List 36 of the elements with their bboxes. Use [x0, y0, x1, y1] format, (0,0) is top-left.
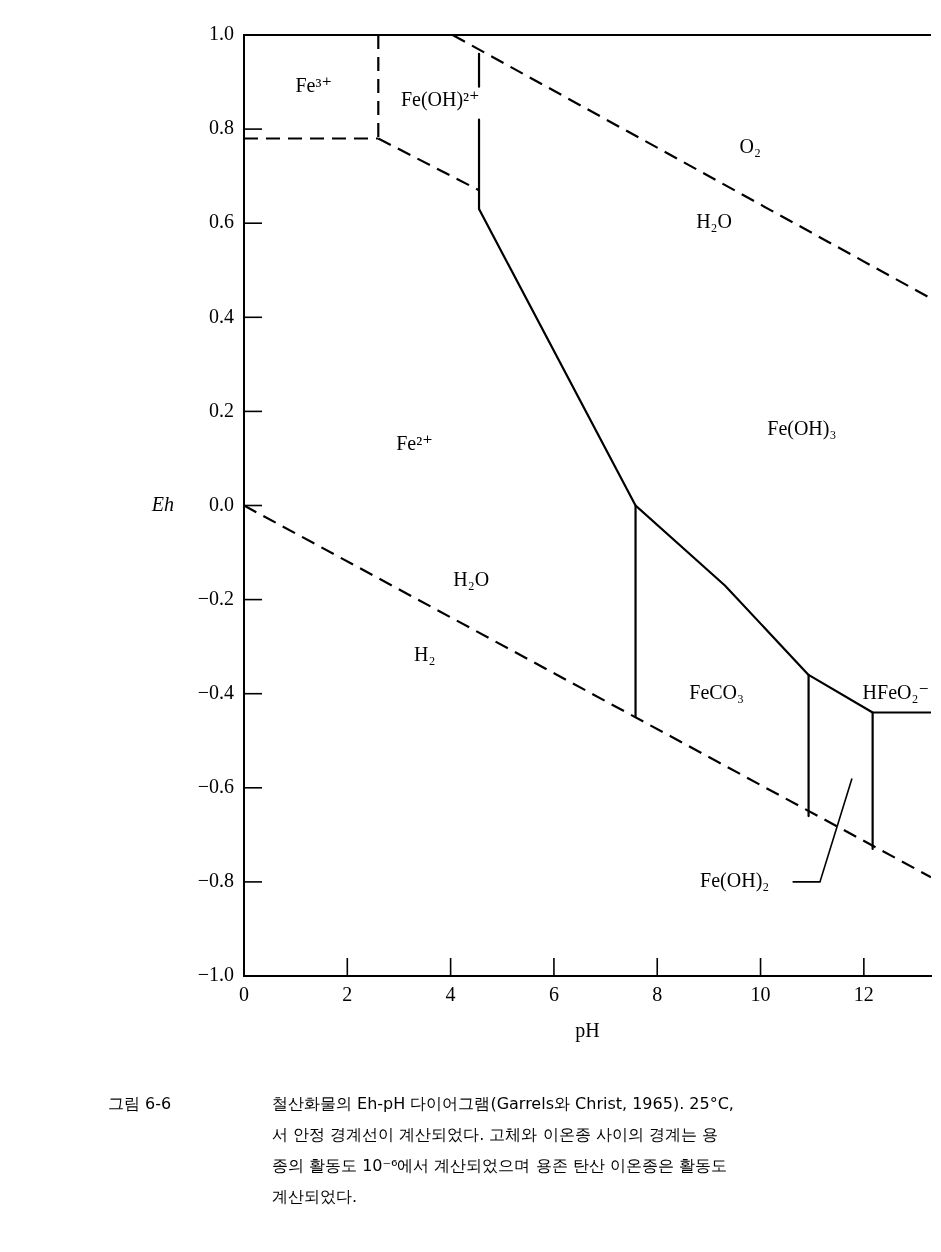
annotation: H₂ [414, 643, 436, 666]
x-tick-label: 12 [853, 983, 874, 1006]
x-tick-label: 6 [548, 983, 559, 1006]
annotation: Fe(OH)²⁺ [400, 88, 480, 112]
text: 계산되었다. [272, 1186, 359, 1208]
x-axis-title: pH [575, 1019, 600, 1043]
x-tick-label: 8 [652, 983, 663, 1006]
annotation: O₂ [739, 135, 761, 158]
annotation: H₂O [453, 568, 490, 591]
y-tick-label: 0.0 [209, 492, 234, 515]
annotation: Fe³⁺ [295, 74, 333, 96]
y-tick-label: 0.8 [209, 116, 234, 139]
y-axis-title: Eh [150, 492, 174, 515]
annotation: H₂O [696, 210, 732, 233]
y-tick-label: −1.0 [197, 963, 234, 986]
text: 종의 활동도 10⁻⁶에서 계산되었으며 용존 탄산 이온종은 활동도 [272, 1155, 728, 1177]
text: 서 안정 경계선이 계산되었다. 고체와 이온종 사이의 경계는 용 [272, 1124, 719, 1146]
text: 철산화물의 Eh-pH 다이어그램(Garrels와 Christ, 1965). 25°C, [272, 1093, 734, 1115]
y-tick-label: 0.6 [209, 210, 234, 233]
y-tick-label: 0.2 [209, 398, 234, 421]
annotation: FeCO₃ [689, 680, 745, 703]
x-tick-label: 10 [750, 983, 771, 1006]
annotation: HFeO₂⁻ [862, 680, 929, 703]
y-tick-label: −0.2 [197, 586, 234, 609]
y-tick-label: 1.0 [209, 22, 234, 45]
x-tick-label: 2 [342, 983, 353, 1006]
annotation: Fe(OH)₂ [700, 869, 770, 893]
y-tick-label: 0.4 [209, 304, 234, 327]
caption: 그림 6-6 [108, 1093, 173, 1115]
x-tick-label: 0 [239, 983, 249, 1006]
y-tick-label: −0.8 [197, 869, 234, 892]
annotation: Fe(OH)₃ [767, 417, 837, 441]
annotation: Fe²⁺ [396, 431, 433, 454]
x-tick-label: 4 [445, 983, 456, 1006]
y-tick-label: −0.6 [197, 775, 234, 798]
y-tick-label: −0.4 [197, 680, 234, 703]
